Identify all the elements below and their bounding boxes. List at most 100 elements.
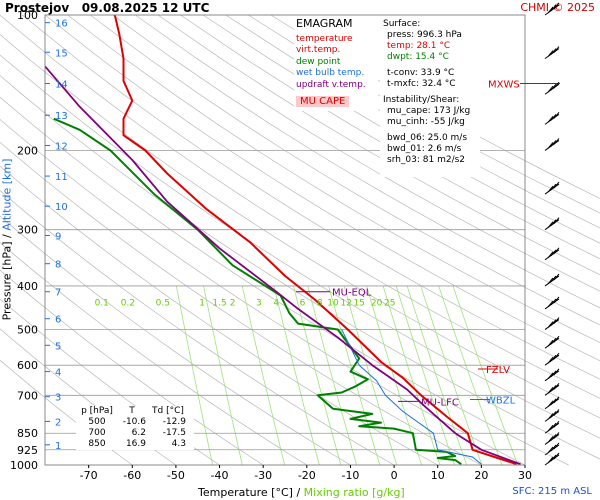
mixing-ratio-label: 0.2 [121,298,135,308]
wind-barb-flag [553,432,560,439]
pressure-tick-label: 600 [17,359,38,372]
wind-barb-flag [547,424,554,432]
altitude-tick-label: 4 [55,368,61,379]
wind-barb-flag [550,454,557,462]
legend-title: EMAGRAM [296,17,353,30]
x-tick-label: 20 [474,469,488,482]
mixing-ratio-label: 6 [300,298,306,308]
copyright: CHMI © 2025 [520,1,595,14]
pressure-tick-label: 100 [17,9,38,22]
altitude-tick-label: 10 [55,202,68,213]
level-table-row: 500 -10.6 -12.9 [76,417,194,428]
altitude-tick-label: 1 [55,441,61,452]
series-line-wet-bulb-temp [341,329,482,465]
wind-barb-flag [550,384,557,392]
x-tick-label: -10 [341,469,359,482]
wind-barb-flag [553,317,560,324]
dry-adiabat [157,14,600,276]
dry-adiabat [22,14,600,380]
dry-adiabat [67,14,600,344]
surface-title: Surface: [383,19,421,29]
mixing-ratio-line [241,285,285,466]
wind-barb-flag [553,46,560,53]
wind-barb-flag [553,452,560,460]
dry-adiabat [202,14,600,244]
level-table-col-t: T [129,406,135,416]
mu-cape-badge: MU CAPE [296,95,350,108]
altitude-tick-label: 5 [55,341,61,352]
axis-layer: -70 -60 -50 -40 -30 -20 -10 0 10 20 30 100 200 300 400… [10,9,560,482]
x-tick-label: -20 [298,469,316,482]
plot-frame [44,14,526,466]
dry-adiabat [0,75,600,460]
mixing-ratio-label: 0.1 [95,298,109,308]
altitude-tick-label: 14 [55,80,68,91]
x-axis-label-sep: / [296,486,301,499]
dry-adiabat [248,14,600,214]
series-line-dew-point [53,117,462,465]
level-table-cell: -17.5 [162,428,186,438]
pressure-tick-label: 200 [17,144,38,157]
surface-press: press: 996.3 hPa [387,30,462,40]
mixing-ratio-line [273,285,320,466]
wind-barb-flag [553,296,560,304]
wind-barb-flag [553,382,560,390]
wind-barb-flag [553,368,560,376]
info-box: Surface: press: 996.3 hPa temp: 28.1 °C … [380,17,480,177]
wind-barb-flag [547,456,554,464]
wind-barb-flag [550,140,557,147]
pressure-tick-label: 500 [17,324,38,337]
wind-barb-flag [553,273,560,281]
mixing-ratio-line [307,285,357,466]
mixing-ratio-label: 0.5 [156,298,170,308]
series-line-updraft-v-temp [45,65,521,465]
wind-barb-flag [547,6,554,14]
wind-barb-flag [550,4,557,12]
mixing-ratio-line [420,285,483,466]
instability-bwd01: bwd_01: 2.6 m/s [387,144,462,154]
level-table-col-p: p [hPa] [81,406,113,416]
wind-barb-flag [550,298,557,306]
dry-adiabat [44,14,600,362]
pressure-tick-label: 850 [17,427,38,440]
wind-barb-flag [547,50,554,57]
marker-label-wbzl: WBZL [486,395,516,406]
mixing-ratio-label: 1.5 [212,298,226,308]
y-axis-label-sep: / [0,234,14,238]
wind-barb-flag [547,386,554,394]
wind-barb-flag [547,142,554,149]
altitude-tick-label: 2 [55,417,61,428]
wind-barb-flag [550,354,557,362]
wind-barb-flag [547,300,554,308]
mixing-ratio-line [406,285,468,466]
wind-barb-flag [550,422,557,430]
wind-barb-flag [547,277,554,285]
dry-adiabat [0,269,264,466]
station-name: Prostejov [5,1,70,15]
instability-mu-cinh: mu_cinh: -55 J/kg [387,117,465,127]
wind-barb-flag [550,83,557,91]
mixing-ratio-label: 12 [340,298,351,308]
x-tick-label: -70 [80,469,98,482]
wind-barb-flag [553,352,560,360]
mixing-ratio-label: 2 [230,298,236,308]
wind-barb-flag [550,337,557,345]
sounding-datetime: 09.08.2025 12 UTC [81,1,210,15]
level-table-row: 850 16.9 4.3 [76,439,194,450]
altitude-tick-label: 12 [55,142,68,153]
x-tick-label: 0 [391,469,398,482]
instability-bwd06: bwd_06: 25.0 m/s [387,133,468,143]
dry-adiabat [89,14,600,326]
wind-barb-flag [547,436,554,443]
wind-barb-flag [550,434,557,441]
surface-temp: temp: 28.1 °C [387,41,451,51]
wind-barb-flag [553,396,560,404]
wind-barb-flag [553,2,560,10]
x-tick-label: -30 [254,469,272,482]
legend-item-wet-bulb: wet bulb temp. [296,68,365,79]
wind-barb-flag [550,444,557,452]
level-table-cell: 700 [88,428,106,438]
wind-barb-flag [553,112,560,119]
level-table-row: 700 6.2 -17.5 [76,428,194,439]
level-table-cell: -12.9 [162,417,186,427]
